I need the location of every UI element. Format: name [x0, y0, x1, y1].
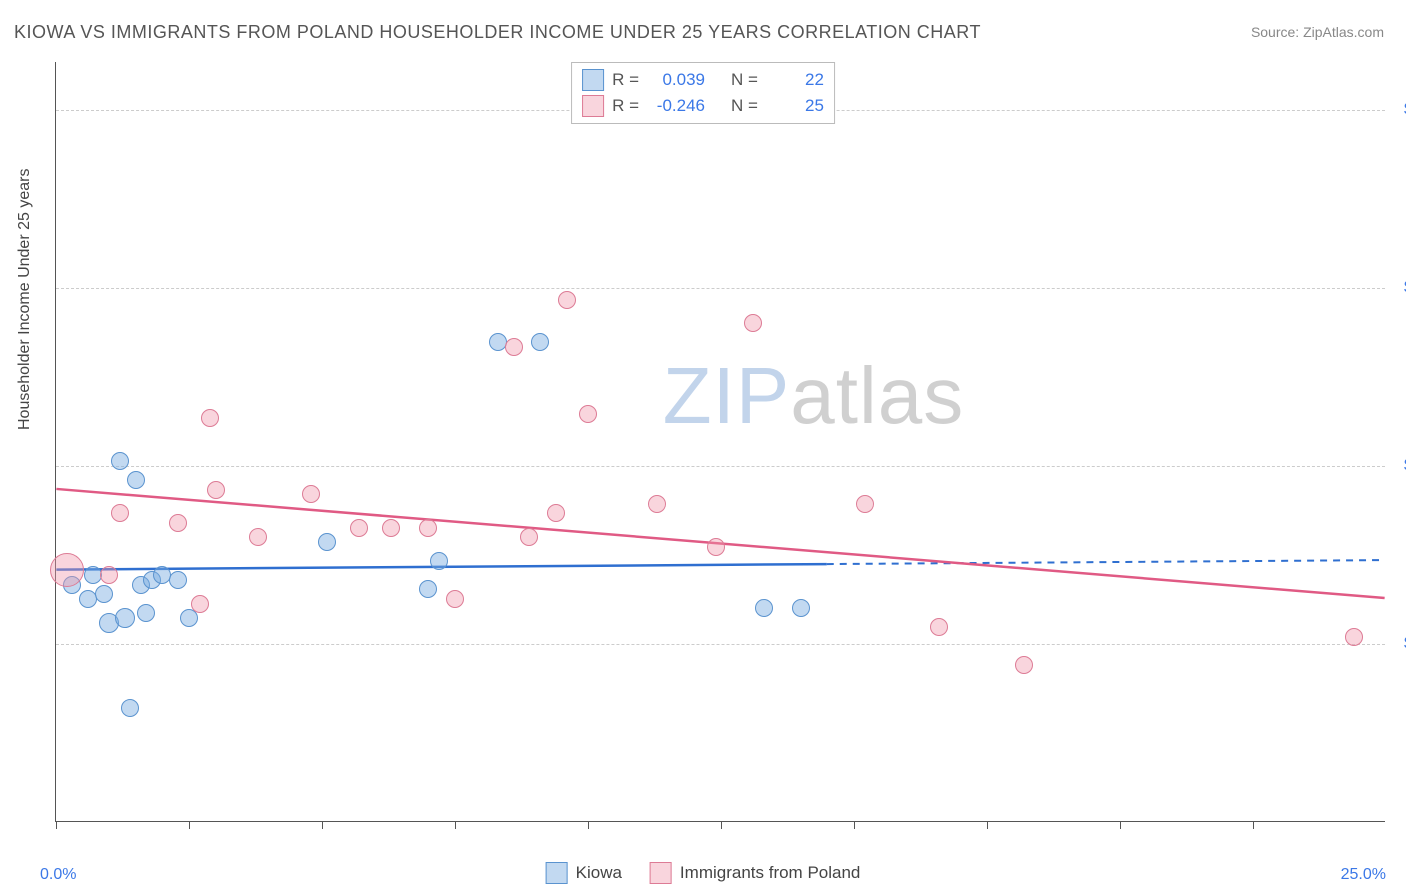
source-value: ZipAtlas.com	[1303, 24, 1384, 40]
correlation-stats-box: R = 0.039 N = 22 R = -0.246 N = 25	[571, 62, 835, 124]
chart-title: KIOWA VS IMMIGRANTS FROM POLAND HOUSEHOL…	[14, 22, 981, 43]
data-point-poland	[169, 514, 187, 532]
data-point-poland	[111, 504, 129, 522]
data-point-kiowa	[169, 571, 187, 589]
data-point-poland	[201, 409, 219, 427]
stats-row-kiowa: R = 0.039 N = 22	[582, 67, 824, 93]
data-point-kiowa	[137, 604, 155, 622]
data-point-poland	[446, 590, 464, 608]
data-point-poland	[930, 618, 948, 636]
x-tick	[588, 821, 589, 829]
data-point-poland	[382, 519, 400, 537]
x-tick	[987, 821, 988, 829]
watermark: ZIPatlas	[663, 350, 964, 442]
data-point-kiowa	[755, 599, 773, 617]
y-tick-label: $150,000	[1390, 101, 1406, 119]
data-point-poland	[648, 495, 666, 513]
x-tick	[455, 821, 456, 829]
x-tick	[56, 821, 57, 829]
y-tick-label: $75,000	[1390, 457, 1406, 475]
x-tick	[1253, 821, 1254, 829]
gridline	[56, 466, 1385, 467]
data-point-kiowa	[430, 552, 448, 570]
watermark-atlas: atlas	[790, 351, 964, 440]
trend-lines-svg	[56, 62, 1385, 821]
x-tick	[322, 821, 323, 829]
data-point-poland	[191, 595, 209, 613]
swatch-poland	[582, 95, 604, 117]
data-point-poland	[505, 338, 523, 356]
x-tick	[189, 821, 190, 829]
source-attribution: Source: ZipAtlas.com	[1251, 24, 1384, 40]
watermark-zip: ZIP	[663, 351, 790, 440]
data-point-poland	[50, 553, 84, 587]
data-point-kiowa	[127, 471, 145, 489]
data-point-poland	[856, 495, 874, 513]
plot-area: ZIPatlas $37,500$75,000$112,500$150,000	[55, 62, 1385, 822]
data-point-poland	[1015, 656, 1033, 674]
n-value-kiowa: 22	[766, 67, 824, 93]
swatch-kiowa	[582, 69, 604, 91]
data-point-poland	[558, 291, 576, 309]
y-axis-title: Householder Income Under 25 years	[16, 169, 34, 430]
gridline	[56, 644, 1385, 645]
data-point-poland	[249, 528, 267, 546]
data-point-poland	[579, 405, 597, 423]
data-point-poland	[707, 538, 725, 556]
data-point-kiowa	[121, 699, 139, 717]
gridline	[56, 288, 1385, 289]
x-tick	[1120, 821, 1121, 829]
data-point-poland	[520, 528, 538, 546]
r-value-kiowa: 0.039	[647, 67, 705, 93]
data-point-poland	[350, 519, 368, 537]
data-point-kiowa	[318, 533, 336, 551]
data-point-poland	[207, 481, 225, 499]
y-tick-label: $112,500	[1390, 279, 1406, 297]
data-point-poland	[419, 519, 437, 537]
x-tick	[854, 821, 855, 829]
legend-label-poland: Immigrants from Poland	[680, 863, 860, 883]
data-point-poland	[1345, 628, 1363, 646]
data-point-kiowa	[792, 599, 810, 617]
stats-row-poland: R = -0.246 N = 25	[582, 93, 824, 119]
legend-item-kiowa: Kiowa	[546, 862, 622, 884]
data-point-poland	[547, 504, 565, 522]
x-axis-max-label: 25.0%	[1341, 866, 1386, 884]
swatch-kiowa	[546, 862, 568, 884]
n-label: N =	[731, 93, 758, 119]
data-point-kiowa	[531, 333, 549, 351]
n-value-poland: 25	[766, 93, 824, 119]
data-point-kiowa	[95, 585, 113, 603]
series-legend: Kiowa Immigrants from Poland	[546, 862, 861, 884]
data-point-kiowa	[419, 580, 437, 598]
data-point-poland	[744, 314, 762, 332]
r-label: R =	[612, 67, 639, 93]
trendline-dashed-kiowa	[827, 560, 1385, 564]
legend-item-poland: Immigrants from Poland	[650, 862, 860, 884]
y-tick-label: $37,500	[1390, 635, 1406, 653]
data-point-kiowa	[111, 452, 129, 470]
source-label: Source:	[1251, 24, 1303, 40]
x-tick	[721, 821, 722, 829]
data-point-poland	[100, 566, 118, 584]
n-label: N =	[731, 67, 758, 93]
r-label: R =	[612, 93, 639, 119]
r-value-poland: -0.246	[647, 93, 705, 119]
swatch-poland	[650, 862, 672, 884]
data-point-kiowa	[115, 608, 135, 628]
x-axis-min-label: 0.0%	[40, 866, 76, 884]
legend-label-kiowa: Kiowa	[576, 863, 622, 883]
data-point-poland	[302, 485, 320, 503]
